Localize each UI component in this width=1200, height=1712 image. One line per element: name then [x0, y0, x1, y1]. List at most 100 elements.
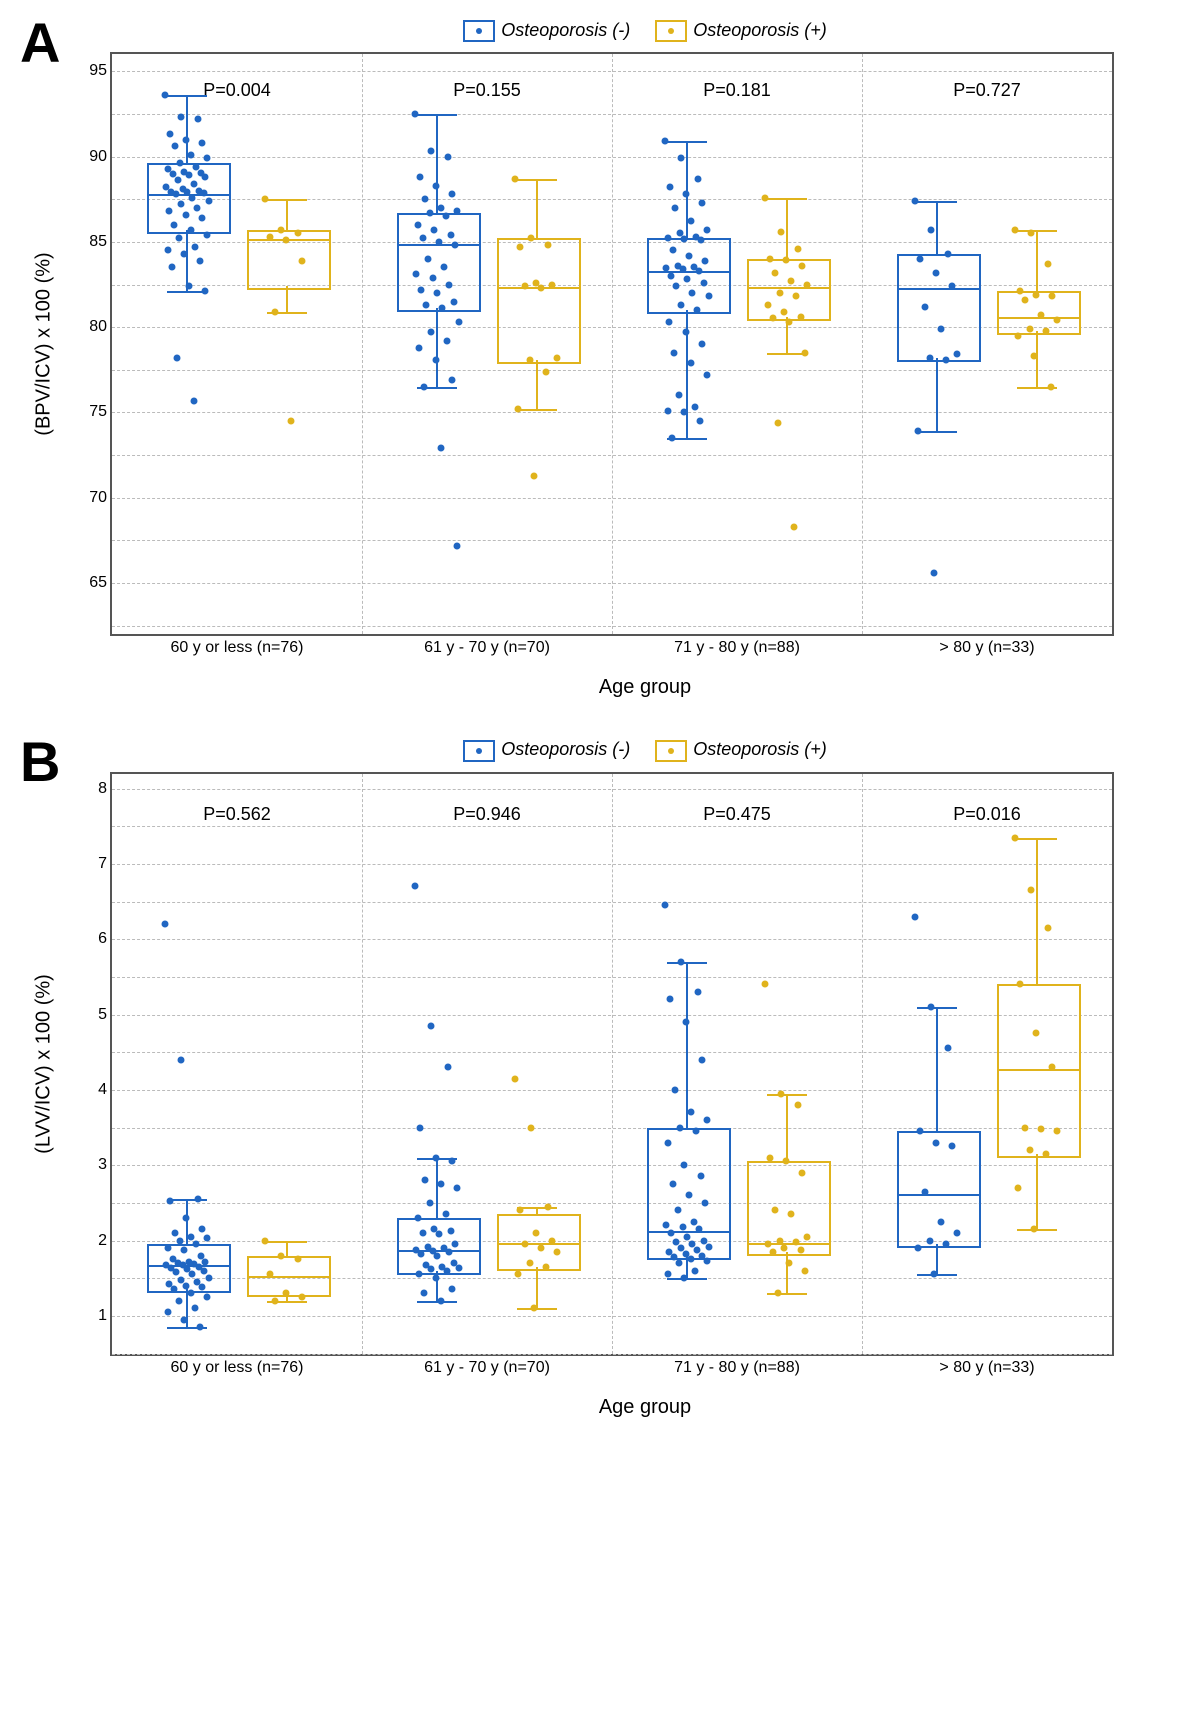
data-point [444, 337, 451, 344]
data-point [203, 232, 210, 239]
panel-b-label: B [20, 729, 60, 794]
pvalue: P=0.181 [703, 80, 771, 101]
data-point [762, 194, 769, 201]
data-point [262, 1237, 269, 1244]
data-point [194, 204, 201, 211]
data-point [418, 286, 425, 293]
data-point [794, 1101, 801, 1108]
data-point [678, 155, 685, 162]
data-point [176, 160, 183, 167]
data-point [1015, 332, 1022, 339]
xtick: 61 y - 70 y (n=70) [424, 1359, 550, 1377]
data-point [1037, 1126, 1044, 1133]
data-point [512, 1075, 519, 1082]
data-point [916, 255, 923, 262]
data-point [687, 360, 694, 367]
data-point [515, 1271, 522, 1278]
data-point [174, 177, 181, 184]
data-point [202, 174, 209, 181]
data-point [266, 1271, 273, 1278]
data-point [664, 1271, 671, 1278]
data-point [434, 1252, 441, 1259]
data-point [416, 344, 423, 351]
data-point [944, 1045, 951, 1052]
data-point [702, 1199, 709, 1206]
data-point [432, 356, 439, 363]
data-point [537, 284, 544, 291]
data-point [432, 1275, 439, 1282]
data-point [931, 569, 938, 576]
data-point [662, 138, 669, 145]
data-point [533, 1229, 540, 1236]
data-point [1044, 924, 1051, 931]
data-point [799, 262, 806, 269]
boxplot-box [747, 1161, 831, 1255]
data-point [453, 542, 460, 549]
data-point [427, 329, 434, 336]
data-point [177, 201, 184, 208]
data-point [431, 226, 438, 233]
legend-pos: Osteoporosis (+) [655, 20, 827, 42]
data-point [699, 1056, 706, 1063]
data-point [676, 392, 683, 399]
data-point [1016, 981, 1023, 988]
data-point [182, 1282, 189, 1289]
data-point [926, 1237, 933, 1244]
data-point [669, 435, 676, 442]
data-point [683, 191, 690, 198]
data-point [797, 1246, 804, 1253]
data-point [205, 197, 212, 204]
data-point [1042, 1150, 1049, 1157]
data-point [526, 1260, 533, 1267]
data-point [926, 354, 933, 361]
data-point [669, 247, 676, 254]
data-point [549, 1237, 556, 1244]
data-point [942, 1241, 949, 1248]
data-point [169, 264, 176, 271]
data-point [437, 204, 444, 211]
data-point [694, 988, 701, 995]
data-point [1026, 325, 1033, 332]
data-point [699, 199, 706, 206]
data-point [166, 131, 173, 138]
data-point [697, 237, 704, 244]
data-point [944, 250, 951, 257]
data-point [921, 1188, 928, 1195]
data-point [1016, 288, 1023, 295]
data-point [171, 1229, 178, 1236]
data-point [765, 302, 772, 309]
data-point [454, 208, 461, 215]
ytick: 70 [89, 489, 107, 507]
data-point [702, 257, 709, 264]
data-point [187, 151, 194, 158]
data-point [447, 232, 454, 239]
data-point [185, 283, 192, 290]
pvalue: P=0.562 [203, 804, 271, 825]
data-point [166, 1197, 173, 1204]
data-point [802, 1267, 809, 1274]
data-point [921, 303, 928, 310]
data-point [666, 319, 673, 326]
data-point [694, 175, 701, 182]
ytick: 95 [89, 62, 107, 80]
data-point [294, 1256, 301, 1263]
data-point [665, 1139, 672, 1146]
data-point [166, 208, 173, 215]
data-point [928, 226, 935, 233]
data-point [171, 1286, 178, 1293]
data-point [792, 293, 799, 300]
data-point [771, 1207, 778, 1214]
ytick: 8 [98, 780, 107, 798]
data-point [426, 1199, 433, 1206]
data-point [778, 1090, 785, 1097]
data-point [664, 407, 671, 414]
data-point [915, 428, 922, 435]
xtick: > 80 y (n=33) [939, 1359, 1034, 1377]
data-point [294, 230, 301, 237]
data-point [1037, 312, 1044, 319]
data-point [426, 209, 433, 216]
data-point [202, 1259, 209, 1266]
ytick: 5 [98, 1006, 107, 1024]
data-point [689, 290, 696, 297]
data-point [521, 1241, 528, 1248]
